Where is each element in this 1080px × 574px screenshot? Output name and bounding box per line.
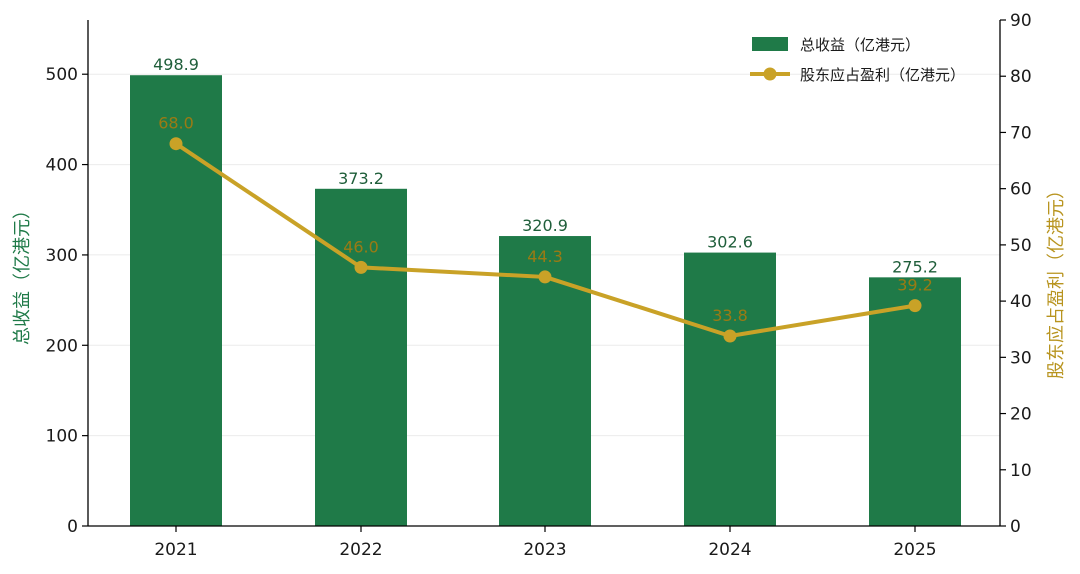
- bar-value-label: 275.2: [892, 257, 938, 276]
- line-value-label: 44.3: [527, 247, 563, 266]
- line-value-label: 46.0: [343, 237, 379, 256]
- left-tick-label: 0: [67, 517, 78, 537]
- right-tick-label: 60: [1010, 180, 1032, 200]
- axes: 0 100 200 300 400 500 0 10 20 30 40 50 60 70 80 90 2021 2…: [46, 11, 1032, 560]
- right-tick-label: 20: [1010, 405, 1032, 425]
- line-point-2022: [354, 260, 368, 274]
- right-tick-label: 90: [1010, 11, 1032, 31]
- data-labels: 498.9 373.2 320.9 302.6 275.2 68.0 46.0 44.3 33.…: [153, 55, 938, 325]
- right-tick-label: 30: [1010, 348, 1032, 368]
- line-point-2025: [908, 299, 922, 313]
- right-tick-label: 0: [1010, 517, 1021, 537]
- bar-series: [130, 75, 961, 526]
- line-value-label: 33.8: [712, 306, 748, 325]
- line-point-2021: [169, 137, 183, 151]
- left-tick-label: 200: [46, 336, 78, 356]
- left-tick-label: 400: [46, 156, 78, 176]
- x-tick-label: 2025: [893, 540, 936, 560]
- right-tick-label: 80: [1010, 67, 1032, 87]
- legend-line-label: 股东应占盈利（亿港元）: [800, 66, 965, 84]
- legend-bar-swatch: [752, 37, 788, 51]
- x-tick-label: 2021: [154, 540, 197, 560]
- line-series: [169, 137, 922, 343]
- bar-2023: [499, 236, 591, 526]
- line-point-2024: [723, 329, 737, 343]
- bar-value-label: 373.2: [338, 169, 384, 188]
- legend: 总收益（亿港元） 股东应占盈利（亿港元）: [750, 36, 965, 84]
- left-tick-label: 100: [46, 427, 78, 447]
- legend-line-marker: [763, 67, 777, 81]
- right-tick-label: 10: [1010, 461, 1032, 481]
- left-tick-label: 500: [46, 65, 78, 85]
- legend-bar-label: 总收益（亿港元）: [800, 36, 920, 54]
- right-tick-label: 40: [1010, 292, 1032, 312]
- bar-2021: [130, 75, 222, 526]
- bar-value-label: 302.6: [707, 233, 753, 252]
- left-tick-label: 300: [46, 246, 78, 266]
- bar-value-label: 320.9: [522, 216, 568, 235]
- right-tick-label: 70: [1010, 123, 1032, 143]
- line-value-label: 68.0: [158, 114, 194, 133]
- bar-2025: [869, 277, 961, 526]
- right-tick-label: 50: [1010, 236, 1032, 256]
- line-value-label: 39.2: [897, 276, 933, 295]
- x-tick-label: 2023: [523, 540, 566, 560]
- x-tick-label: 2024: [708, 540, 751, 560]
- right-axis-title: 股东应占盈利（亿港元）: [1046, 181, 1067, 379]
- line-point-2023: [538, 270, 552, 284]
- x-tick-label: 2022: [339, 540, 382, 560]
- left-axis-title: 总收益（亿港元）: [12, 201, 33, 345]
- bar-value-label: 498.9: [153, 55, 199, 74]
- bar-2024: [684, 252, 776, 526]
